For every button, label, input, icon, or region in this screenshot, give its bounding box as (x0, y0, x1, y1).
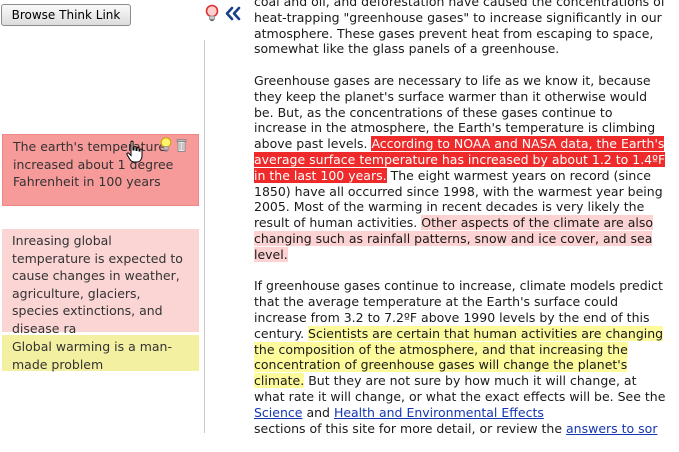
note-text: The earth's temperature increased about … (13, 139, 174, 189)
note-text: Inreasing global temperature is expected… (12, 233, 183, 336)
trash-icon[interactable] (176, 138, 187, 152)
article-content: coal and oil, and deforestation have cau… (254, 0, 666, 452)
collapse-double-chevron-icon[interactable] (225, 6, 241, 21)
text: The eight warmest years on record (since… (254, 167, 663, 231)
think-link-sidebar: Browse Think Link The earth's temperatur… (0, 0, 203, 433)
note-item[interactable]: Inreasing global temperature is expected… (2, 229, 199, 336)
browse-think-link-button[interactable]: Browse Think Link (1, 4, 131, 26)
link-science[interactable]: Science (254, 404, 303, 420)
top-toolbar-icons (205, 4, 241, 22)
lightbulb-yellow-icon[interactable] (160, 137, 172, 152)
link-answers[interactable]: answers to sor (566, 420, 658, 436)
text: and (302, 404, 334, 420)
text: But they are not sure by how much it wil… (254, 373, 666, 404)
text: sections of this site for more detail, o… (254, 420, 567, 436)
hand-cursor-icon (126, 140, 143, 163)
panel-divider[interactable] (204, 40, 205, 433)
note-item[interactable]: Global warming is a man-made problem (2, 335, 199, 372)
note-item[interactable]: The earth's temperature increased about … (2, 134, 199, 206)
link-health-environmental-effects[interactable]: Health and Environmental Effects (333, 404, 544, 420)
note-text: Global warming is a man-made problem (12, 339, 172, 372)
article-paragraph: coal and oil, and deforestation have cau… (254, 0, 666, 57)
article-paragraph: Greenhouse gases are necessary to life a… (254, 73, 666, 263)
note-actions (160, 137, 190, 153)
lightbulb-red-icon[interactable] (205, 4, 219, 22)
article-paragraph: If greenhouse gases continue to increase… (254, 278, 666, 436)
text: If greenhouse gases continue to increase… (254, 278, 663, 341)
text: Greenhouse gases are necessary to life a… (254, 72, 656, 152)
